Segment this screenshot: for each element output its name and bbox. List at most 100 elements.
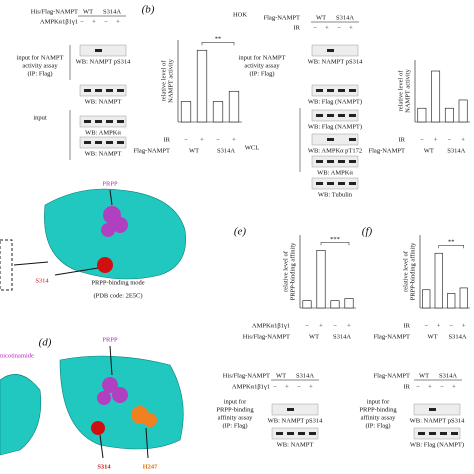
band bbox=[327, 182, 334, 185]
blot bbox=[79, 136, 127, 149]
band bbox=[95, 141, 102, 144]
sign: + bbox=[200, 136, 204, 143]
group-label: WT bbox=[309, 333, 319, 340]
sign: + bbox=[428, 383, 432, 390]
blot-label: WB: NAMPT pS314 bbox=[308, 58, 364, 65]
sign: − bbox=[424, 322, 428, 329]
bar bbox=[431, 70, 441, 123]
sign: + bbox=[232, 136, 236, 143]
blot bbox=[413, 403, 461, 416]
construct-label: Flag-NAMPT bbox=[369, 147, 406, 154]
blot bbox=[79, 44, 127, 57]
group-label: S314A bbox=[439, 372, 457, 379]
input-label: input bbox=[33, 114, 47, 121]
band bbox=[316, 160, 323, 163]
band bbox=[84, 141, 91, 144]
significance-bracket bbox=[201, 42, 235, 46]
band bbox=[327, 114, 334, 117]
group-label: WT bbox=[83, 8, 93, 15]
blot bbox=[311, 177, 359, 190]
sign: + bbox=[319, 322, 323, 329]
treatment-label: IR bbox=[404, 322, 411, 329]
bar bbox=[447, 293, 456, 309]
bar bbox=[316, 250, 326, 309]
sign: + bbox=[461, 136, 465, 143]
y-axis-label: NAMPT activity bbox=[167, 58, 174, 103]
bar bbox=[180, 101, 192, 123]
band bbox=[349, 114, 356, 117]
blot-label: WB: NAMPT bbox=[277, 441, 314, 448]
bar bbox=[458, 99, 468, 123]
sign: − bbox=[333, 322, 337, 329]
band bbox=[349, 182, 356, 185]
sign: − bbox=[297, 383, 301, 390]
y-axis-label: NAMPT activity bbox=[404, 68, 411, 113]
treatment-label: IR bbox=[164, 136, 171, 143]
sign: + bbox=[434, 136, 438, 143]
panel-letter: (b) bbox=[142, 4, 155, 16]
band bbox=[95, 120, 102, 123]
sign: − bbox=[104, 18, 108, 25]
significance: ** bbox=[448, 239, 455, 246]
bar bbox=[422, 289, 431, 309]
blot bbox=[413, 427, 461, 440]
assay-label: PRPP-binding bbox=[216, 406, 254, 413]
sign: − bbox=[313, 24, 317, 31]
group-label: WT bbox=[276, 372, 286, 379]
group-label: S314A bbox=[296, 372, 314, 379]
sign: + bbox=[309, 383, 313, 390]
significance: ** bbox=[215, 36, 222, 43]
band bbox=[106, 120, 113, 123]
sign: + bbox=[462, 322, 466, 329]
blot-label: WB: Flag (NAMPT) bbox=[410, 441, 464, 448]
band bbox=[287, 432, 294, 435]
band bbox=[429, 432, 436, 435]
ligand-label: nicotinamide bbox=[0, 352, 34, 359]
sign: − bbox=[416, 383, 420, 390]
band bbox=[327, 160, 334, 163]
significance-bracket bbox=[320, 242, 350, 246]
band bbox=[429, 408, 436, 411]
blot-label: WB: NAMPT bbox=[85, 150, 122, 157]
blot bbox=[311, 155, 359, 168]
sign: − bbox=[420, 136, 424, 143]
band bbox=[338, 114, 345, 117]
group-label: S314A bbox=[217, 147, 235, 154]
construct-label: Flag-NAMPT bbox=[264, 14, 301, 21]
assay-label: input for bbox=[367, 398, 390, 405]
band bbox=[298, 432, 305, 435]
blot bbox=[271, 427, 319, 440]
treatment-label: AMPKα1β1γ1 bbox=[40, 18, 78, 25]
sign: − bbox=[337, 24, 341, 31]
sign: + bbox=[285, 383, 289, 390]
treatment-label: IR bbox=[294, 24, 301, 31]
bar bbox=[302, 300, 312, 309]
bar bbox=[196, 49, 208, 123]
significance: *** bbox=[330, 236, 340, 243]
assay-label: (IP: Flag) bbox=[365, 422, 390, 429]
blot bbox=[271, 403, 319, 416]
band bbox=[117, 141, 124, 144]
band bbox=[327, 138, 334, 141]
band bbox=[338, 182, 345, 185]
bar bbox=[434, 252, 443, 309]
blot-label: WB: NAMPT pS314 bbox=[410, 417, 466, 424]
cell-line: HOK bbox=[233, 11, 247, 18]
sign: − bbox=[449, 322, 453, 329]
group-label: S314A bbox=[103, 8, 121, 15]
band bbox=[349, 138, 356, 141]
assay-label: PRPP-binding bbox=[359, 406, 397, 413]
blot-label: WB: AMPKα pT172 bbox=[308, 147, 362, 154]
treatment-label: AMPKα1β1γ1 bbox=[232, 383, 270, 390]
assay-label: input for bbox=[224, 398, 247, 405]
group-label: S314A bbox=[448, 333, 466, 340]
residue-label: S314 bbox=[35, 277, 49, 284]
group-label: WT bbox=[424, 147, 434, 154]
blot bbox=[79, 115, 127, 128]
mode-label: PRPP-binding mode bbox=[91, 279, 144, 286]
sign: − bbox=[305, 322, 309, 329]
band bbox=[338, 89, 345, 92]
panel-letter: (d) bbox=[39, 337, 52, 349]
blot-label: WB: Flag (NAMPT) bbox=[308, 123, 362, 130]
band bbox=[95, 89, 102, 92]
